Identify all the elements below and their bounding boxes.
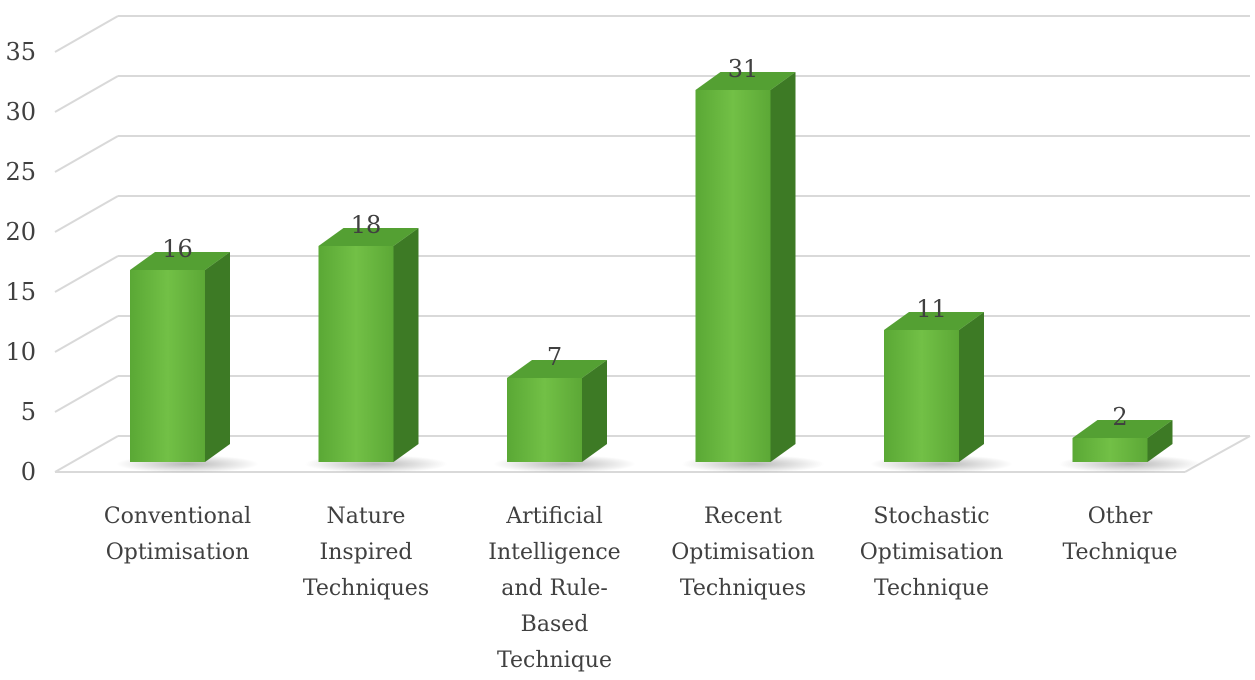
- data-label: 2: [1112, 403, 1127, 431]
- x-tick-label: Other Technique: [1063, 504, 1178, 565]
- bar-group: 11: [870, 295, 1013, 473]
- gridline-depth: [54, 75, 119, 113]
- bar-top: [507, 360, 607, 378]
- data-label: 31: [728, 55, 759, 83]
- x-tick-label: Recent Optimisation Techniques: [671, 504, 815, 601]
- y-tick-label: 20: [5, 218, 36, 246]
- data-label: 7: [547, 343, 562, 371]
- gridline-depth: [54, 375, 119, 413]
- bar-group: 31: [681, 55, 825, 473]
- bar-group: 7: [493, 343, 636, 473]
- bar-side: [205, 252, 230, 462]
- bar-side: [393, 228, 419, 462]
- gridline-depth: [54, 435, 119, 473]
- data-label: 16: [162, 235, 193, 263]
- x-tick-label: Artificial Intelligence and Rule-Based Tech…: [488, 504, 620, 673]
- y-tick-label: 5: [21, 398, 36, 426]
- data-label: 11: [916, 295, 947, 323]
- y-tick-label: 10: [5, 338, 36, 366]
- bar: [318, 246, 394, 462]
- x-tick-label: Nature Inspired Techniques: [303, 504, 429, 601]
- bar-group: 18: [304, 211, 448, 473]
- y-tick-label: 35: [5, 38, 36, 66]
- gridline-depth: [54, 195, 119, 233]
- gridline-depth: [54, 255, 119, 293]
- bar: [884, 330, 959, 462]
- bar-top: [318, 228, 419, 246]
- y-tick-label: 25: [5, 158, 36, 186]
- bar: [507, 378, 582, 462]
- y-axis: 0 5 10 15 20 25 30 35: [5, 38, 36, 486]
- bar: [130, 270, 205, 462]
- bar: [1072, 438, 1148, 462]
- gridline-depth: [54, 15, 119, 53]
- bar-top: [884, 312, 984, 330]
- bar-top: [1072, 420, 1173, 438]
- bar-top: [130, 252, 230, 270]
- bar-side: [959, 312, 984, 462]
- y-tick-label: 0: [21, 458, 36, 486]
- bar-group: 2: [1058, 403, 1202, 473]
- gridlines: [54, 15, 1251, 473]
- gridline-depth: [54, 315, 119, 353]
- x-tick-label: Conventional Optimisation: [104, 504, 251, 565]
- bar-top: [695, 72, 796, 90]
- y-tick-label: 30: [5, 98, 36, 126]
- x-axis: Conventional Optimisation Nature Inspired Te…: [104, 504, 1178, 673]
- bars: 16 18 7 31 11 2: [116, 55, 1202, 473]
- bar-side: [1147, 420, 1173, 462]
- bar-group: 16: [116, 235, 259, 473]
- bar-side: [770, 72, 796, 462]
- gridline-depth: [54, 135, 119, 173]
- bar: [695, 90, 771, 462]
- y-tick-label: 15: [5, 278, 36, 306]
- data-label: 18: [351, 211, 382, 239]
- bar-side: [582, 360, 607, 462]
- x-tick-label: Stochastic Optimisation Technique: [860, 504, 1004, 601]
